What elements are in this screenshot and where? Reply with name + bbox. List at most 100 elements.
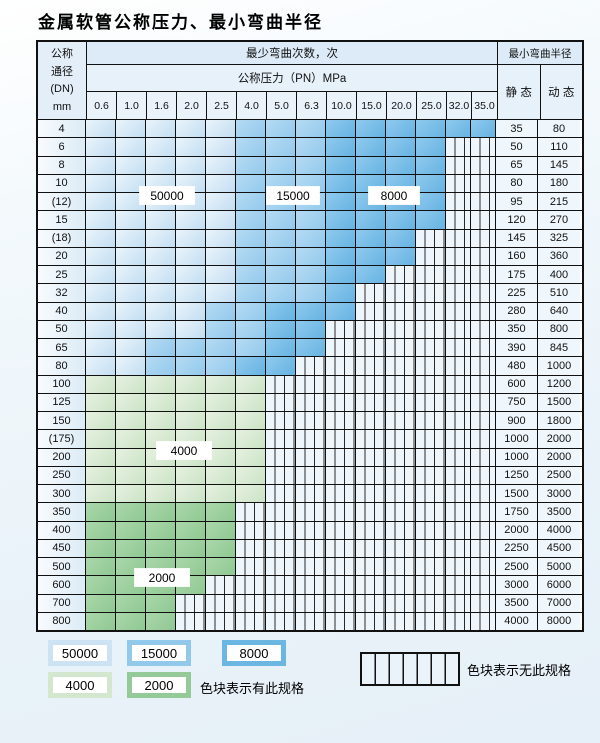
dynamic-radius-cell: 800 — [538, 320, 580, 338]
dn-cell: 8 — [38, 156, 86, 174]
table-row: 250 1250 2500 — [38, 466, 582, 485]
pressure-values-row: 0.6 1.0 1.6 2.0 2.5 4.0 5.0 6.3 10.0 15.0 20.0 25.0… — [87, 92, 497, 119]
cycle-zone-cell — [116, 393, 146, 411]
legend-swatch-15000: 15000 — [127, 640, 191, 666]
cycle-zone-cell — [206, 357, 236, 375]
no-spec-cell — [471, 320, 496, 338]
static-radius-cell: 350 — [496, 320, 538, 338]
static-radius-cell: 1250 — [496, 466, 538, 484]
dn-cell: 200 — [38, 448, 86, 466]
no-spec-cell — [296, 539, 326, 557]
cycle-zone-cell — [326, 211, 356, 229]
no-spec-cell — [356, 320, 386, 338]
static-radius-cell: 480 — [496, 357, 538, 375]
no-spec-cell — [386, 375, 416, 393]
table-header: 公称 通径 (DN) mm 最少弯曲次数，次 公称压力（PN）MPa 0.6 1.… — [38, 42, 582, 120]
no-spec-cell — [356, 302, 386, 320]
no-spec-cell — [446, 266, 471, 284]
table-row: 350 1750 3500 — [38, 503, 582, 522]
cycle-zone-cell — [176, 485, 206, 503]
no-spec-cell — [446, 229, 471, 247]
cycle-zone-cell — [206, 448, 236, 466]
cycle-zone-cell — [206, 247, 236, 265]
cycle-zone-cell — [266, 156, 296, 174]
pressure-radius-table: 公称 通径 (DN) mm 最少弯曲次数，次 公称压力（PN）MPa 0.6 1.… — [36, 40, 584, 632]
cycle-zone-cell — [176, 211, 206, 229]
dn-cell: 500 — [38, 558, 86, 576]
radius-header: 最小弯曲半径 — [498, 42, 582, 65]
cycle-zone-cell — [326, 138, 356, 156]
table-row: 500 2500 5000 — [38, 558, 582, 577]
cycle-zone-label: 50000 — [140, 187, 194, 204]
cycle-zone-cell — [86, 339, 116, 357]
cycle-zone-cell — [206, 156, 236, 174]
pressure-col-header: 6.3 — [297, 92, 327, 119]
cycle-zone-cell — [86, 193, 116, 211]
cycle-zone-cell — [116, 539, 146, 557]
no-spec-cell — [386, 320, 416, 338]
table-row: 800 4000 8000 — [38, 612, 582, 630]
no-spec-cell — [416, 612, 446, 630]
no-spec-cell — [446, 612, 471, 630]
dynamic-radius-cell: 270 — [538, 211, 580, 229]
cycle-zone-cell — [116, 247, 146, 265]
cycle-zone-cell — [236, 466, 266, 484]
cycle-zone-cell — [146, 539, 176, 557]
cycle-zone-cell — [236, 393, 266, 411]
no-spec-cell — [446, 521, 471, 539]
cycle-zone-cell — [206, 138, 236, 156]
pressure-col-header: 10.0 — [327, 92, 357, 119]
cycle-zone-cell — [86, 558, 116, 576]
no-spec-cell — [326, 558, 356, 576]
no-spec-cell — [471, 247, 496, 265]
dn-cell: 25 — [38, 266, 86, 284]
no-spec-cell — [326, 357, 356, 375]
dn-header-line: mm — [52, 101, 72, 114]
cycle-zone-cell — [86, 594, 116, 612]
dn-cell: 20 — [38, 247, 86, 265]
no-spec-cell — [471, 466, 496, 484]
no-spec-cell — [326, 339, 356, 357]
no-spec-cell — [356, 412, 386, 430]
cycle-zone-cell — [446, 120, 471, 138]
no-spec-cell — [326, 485, 356, 503]
static-radius-cell: 35 — [496, 120, 538, 138]
table-row: 80 480 1000 — [38, 357, 582, 376]
cycle-zone-cell — [86, 393, 116, 411]
cycle-zone-cell — [386, 156, 416, 174]
cycle-zone-cell — [236, 430, 266, 448]
no-spec-cell — [416, 576, 446, 594]
cycle-zone-cell — [176, 284, 206, 302]
cycle-zone-cell — [296, 229, 326, 247]
cycle-zone-cell — [116, 302, 146, 320]
cycle-zone-cell — [86, 266, 116, 284]
cycle-zone-cell — [386, 138, 416, 156]
no-spec-cell — [386, 485, 416, 503]
no-spec-cell — [356, 612, 386, 630]
no-spec-cell — [356, 375, 386, 393]
no-spec-cell — [386, 284, 416, 302]
pressure-col-header: 35.0 — [474, 99, 495, 112]
no-spec-cell — [236, 576, 266, 594]
no-spec-cell — [416, 266, 446, 284]
dn-cell: 600 — [38, 576, 86, 594]
table-row: 600 3000 6000 — [38, 576, 582, 595]
cycle-zone-cell — [176, 503, 206, 521]
no-spec-cell — [326, 576, 356, 594]
cycle-zone-cell — [176, 247, 206, 265]
cycle-zone-cell — [296, 247, 326, 265]
cycle-zone-cell — [86, 229, 116, 247]
no-spec-cell — [386, 521, 416, 539]
cycle-zone-cell — [86, 320, 116, 338]
cycle-zone-cell — [176, 320, 206, 338]
no-spec-cell — [356, 539, 386, 557]
dn-cell: 6 — [38, 138, 86, 156]
cycle-zone-cell — [296, 138, 326, 156]
no-spec-cell — [356, 357, 386, 375]
cycle-zone-cell — [146, 266, 176, 284]
cycle-zone-cell — [116, 612, 146, 630]
no-spec-cell — [236, 558, 266, 576]
cycle-zone-cell — [296, 120, 326, 138]
pressure-col-header: 5.0 — [267, 92, 297, 119]
cycle-zone-cell — [146, 375, 176, 393]
